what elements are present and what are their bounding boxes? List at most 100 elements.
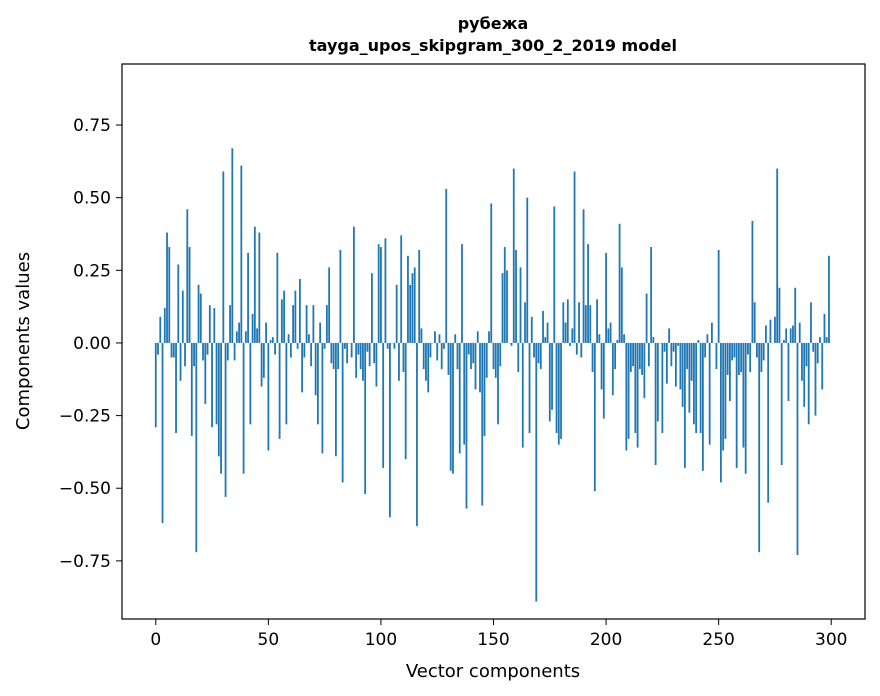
bar xyxy=(672,342,675,352)
bar xyxy=(503,247,506,343)
bar xyxy=(528,342,531,434)
y-tick-label: 0.75 xyxy=(73,116,111,136)
bar xyxy=(715,342,718,370)
bar xyxy=(618,223,621,343)
bar xyxy=(616,340,619,343)
bar xyxy=(641,342,643,375)
bar xyxy=(235,331,238,343)
y-tick-label: 0.25 xyxy=(73,261,111,281)
bar xyxy=(632,342,634,367)
bar xyxy=(825,337,828,343)
bar xyxy=(199,293,202,343)
bar xyxy=(362,342,364,381)
bar xyxy=(704,342,707,358)
bar xyxy=(512,168,515,343)
bar xyxy=(699,342,702,434)
bar xyxy=(792,325,794,343)
bar xyxy=(447,342,450,375)
bar xyxy=(548,342,551,422)
bar xyxy=(377,244,380,343)
bar xyxy=(494,342,497,378)
bar xyxy=(510,342,513,346)
bar xyxy=(285,342,288,425)
bar xyxy=(479,342,481,393)
bar xyxy=(231,148,234,343)
bar xyxy=(756,342,758,358)
bar xyxy=(332,342,335,370)
bar xyxy=(787,342,790,402)
bar xyxy=(580,342,583,358)
bar xyxy=(697,340,700,343)
bar xyxy=(224,342,227,497)
bar xyxy=(375,342,378,387)
bar xyxy=(472,342,475,364)
bar xyxy=(625,342,628,451)
bar xyxy=(168,247,171,343)
bar xyxy=(765,325,767,343)
bar xyxy=(465,342,468,509)
bar xyxy=(553,206,556,343)
x-tick-label: 0 xyxy=(150,630,161,650)
bar xyxy=(591,342,594,373)
x-tick-label: 150 xyxy=(477,630,509,650)
bar xyxy=(359,342,362,370)
x-tick-label: 250 xyxy=(702,630,734,650)
bar xyxy=(598,334,601,343)
bar xyxy=(265,322,267,343)
bar xyxy=(643,342,646,399)
bar xyxy=(278,342,281,439)
bar xyxy=(470,342,472,370)
bar xyxy=(751,220,754,343)
bar xyxy=(670,342,673,367)
bar xyxy=(647,342,650,367)
bar xyxy=(321,342,324,454)
bar xyxy=(452,342,454,474)
bar xyxy=(506,270,508,343)
bar xyxy=(386,342,389,349)
bar xyxy=(555,342,558,434)
bar xyxy=(289,342,292,358)
bar xyxy=(562,302,565,343)
bar xyxy=(542,310,544,343)
bar xyxy=(181,290,184,343)
bar xyxy=(717,249,720,343)
x-tick-label: 300 xyxy=(815,630,847,650)
bar xyxy=(706,334,709,343)
bar xyxy=(416,342,418,527)
bar xyxy=(328,267,331,343)
bar xyxy=(785,328,788,343)
bar xyxy=(679,342,682,390)
bar xyxy=(458,342,461,454)
bar xyxy=(163,308,166,343)
bar xyxy=(461,244,463,343)
bar xyxy=(438,334,441,343)
bar xyxy=(708,342,711,445)
bar xyxy=(280,299,283,343)
bar xyxy=(184,342,186,367)
bar xyxy=(665,342,668,384)
bar xyxy=(519,267,522,343)
bar xyxy=(204,342,207,404)
bar xyxy=(434,331,436,343)
bar xyxy=(402,342,405,373)
bar xyxy=(690,342,693,381)
bar xyxy=(747,342,749,355)
bar xyxy=(170,342,173,358)
bar xyxy=(425,342,427,381)
bar xyxy=(575,342,578,355)
bar xyxy=(492,342,495,370)
y-axis: −0.75 −0.50 −0.25 0.00 0.25 0.50 0.75 xyxy=(59,116,122,572)
bar xyxy=(217,342,220,457)
bar xyxy=(701,342,704,471)
bar xyxy=(454,334,457,343)
bar xyxy=(229,305,231,343)
bar xyxy=(551,342,553,410)
bar xyxy=(760,342,763,373)
bar xyxy=(740,342,743,373)
bar xyxy=(271,337,274,343)
bar xyxy=(801,342,803,381)
bar xyxy=(409,284,412,343)
bar xyxy=(724,342,727,439)
bar xyxy=(463,342,466,445)
bar xyxy=(521,342,524,448)
